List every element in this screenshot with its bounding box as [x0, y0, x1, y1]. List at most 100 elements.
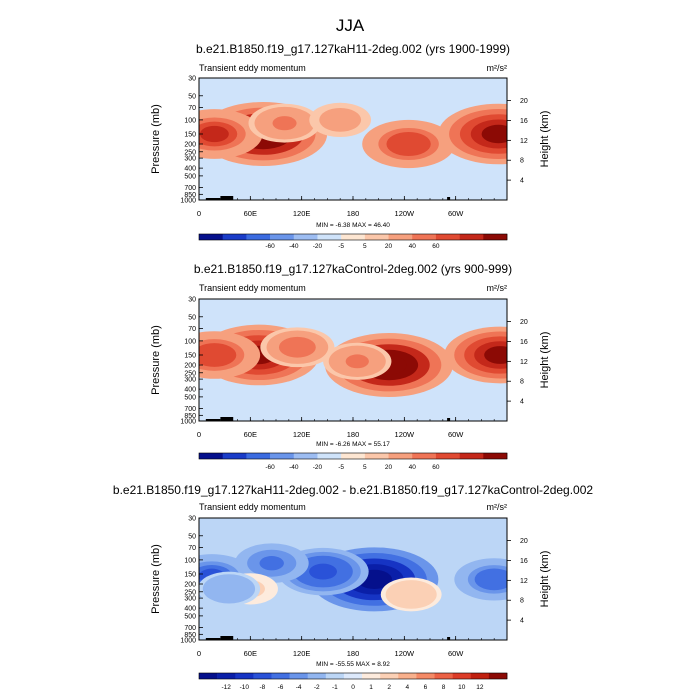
units-label: m²/s² [487, 283, 508, 293]
colorbar-swatch [364, 234, 389, 240]
y-tick-label: 100 [184, 338, 196, 345]
colorbar-label: 40 [409, 243, 417, 250]
colorbar-swatch [317, 453, 342, 459]
colorbar-swatch [235, 673, 254, 679]
heatmap-field [199, 78, 507, 200]
x-tick-label: 60W [448, 430, 464, 439]
colorbar-swatch [343, 673, 363, 679]
topography [220, 196, 234, 200]
colorbar-swatch [434, 673, 453, 679]
y-tick-label: 50 [188, 314, 196, 321]
colorbar-label: 5 [363, 464, 367, 471]
panel-title: b.e21.B1850.f19_g17.127kaControl-2deg.00… [194, 262, 512, 276]
colorbar-swatch [217, 673, 236, 679]
colorbar-swatch [199, 453, 223, 459]
colorbar-label: -40 [289, 464, 299, 471]
y-tick-label: 400 [184, 166, 196, 173]
colorbar-swatch [459, 453, 484, 459]
colorbar-swatch [317, 234, 342, 240]
colorbar-label: 1 [369, 684, 373, 691]
y-tick-label: 1000 [180, 638, 196, 645]
x-tick-label: 120W [395, 430, 416, 439]
x-tick-label: 120E [293, 649, 311, 658]
contour-blob-2-level-5 [200, 347, 229, 363]
y-tick-label: 1000 [180, 419, 196, 426]
contour-blob-8-level-5 [217, 582, 240, 596]
chart-panel-3: b.e21.B1850.f19_g17.127kaH11-2deg.002 - … [113, 483, 593, 691]
height-tick-label: 16 [520, 558, 528, 565]
min-max-stats: MIN = -55.55 MAX = 8.92 [316, 661, 390, 668]
height-tick-label: 16 [520, 339, 528, 346]
height-tick-label: 8 [520, 379, 524, 386]
colorbar-swatch [341, 453, 366, 459]
colorbar-swatch [483, 234, 508, 240]
y-tick-label: 30 [188, 516, 196, 523]
colorbar-swatch [270, 234, 295, 240]
colorbar-swatch [253, 673, 272, 679]
x-tick-label: 120W [395, 209, 416, 218]
colorbar-swatch [388, 453, 413, 459]
colorbar-label: -20 [313, 464, 323, 471]
chart-panel-2: b.e21.B1850.f19_g17.127kaControl-2deg.00… [150, 262, 551, 471]
y-axis-label: Pressure (mb) [150, 544, 162, 614]
colorbar-label: -40 [289, 243, 299, 250]
colorbar-swatch [307, 673, 327, 679]
y-tick-label: 250 [184, 589, 196, 596]
y-tick-label: 150 [184, 571, 196, 578]
height-tick-label: 4 [520, 618, 524, 625]
height-tick-label: 20 [520, 319, 528, 326]
x-tick-label: 60E [244, 649, 257, 658]
units-label: m²/s² [487, 63, 508, 73]
height-axis-label: Height (km) [539, 551, 551, 608]
contour-blob-5-level-5 [345, 354, 369, 369]
colorbar-label: 60 [432, 243, 440, 250]
colorbar-label: 4 [406, 684, 410, 691]
height-axis-label: Height (km) [539, 332, 551, 389]
topography [447, 197, 451, 200]
y-axis-label: Pressure (mb) [150, 104, 162, 174]
x-tick-label: 180 [347, 209, 360, 218]
y-tick-label: 400 [184, 606, 196, 613]
colorbar-swatch [416, 673, 435, 679]
y-tick-label: 30 [188, 76, 196, 83]
contour-blob-2-level-5 [199, 125, 229, 143]
y-tick-label: 850 [184, 192, 196, 199]
colorbar-label: 5 [363, 243, 367, 250]
colorbar-label: 20 [385, 243, 393, 250]
colorbar-frame [198, 672, 508, 680]
y-tick-label: 200 [184, 142, 196, 149]
y-tick-label: 50 [188, 533, 196, 540]
colorbar-swatch [289, 673, 309, 679]
contour-blob-3-level-5 [272, 116, 297, 131]
colorbar-swatch [364, 453, 389, 459]
chart-panel-1: b.e21.B1850.f19_g17.127kaH11-2deg.002 (y… [150, 42, 551, 250]
colorbar-swatch [435, 453, 460, 459]
height-tick-label: 12 [520, 578, 528, 585]
colorbar-swatch [483, 453, 508, 459]
x-tick-label: 180 [347, 430, 360, 439]
colorbar-label: -5 [338, 464, 344, 471]
x-tick-label: 180 [347, 649, 360, 658]
topography [205, 198, 221, 200]
y-tick-label: 100 [184, 557, 196, 564]
height-tick-label: 20 [520, 98, 528, 105]
panel-subtitle: Transient eddy momentum [199, 63, 306, 73]
contour-blob-6-level-5 [400, 587, 423, 602]
y-tick-label: 400 [184, 387, 196, 394]
heatmap-field [199, 299, 507, 421]
topography [447, 637, 451, 640]
topography [220, 417, 234, 421]
x-tick-label: 120E [293, 209, 311, 218]
colorbar-label: 20 [385, 464, 393, 471]
heatmap-field [199, 518, 507, 640]
colorbar-swatch [435, 234, 460, 240]
colorbar-swatch [380, 673, 399, 679]
colorbar-swatch [412, 234, 437, 240]
colorbar-label: -1 [332, 684, 338, 691]
colorbar-label: -4 [296, 684, 302, 691]
height-tick-label: 4 [520, 399, 524, 406]
contour-blob-3-level-5 [285, 340, 310, 355]
y-tick-label: 500 [184, 394, 196, 401]
y-tick-label: 500 [184, 613, 196, 620]
